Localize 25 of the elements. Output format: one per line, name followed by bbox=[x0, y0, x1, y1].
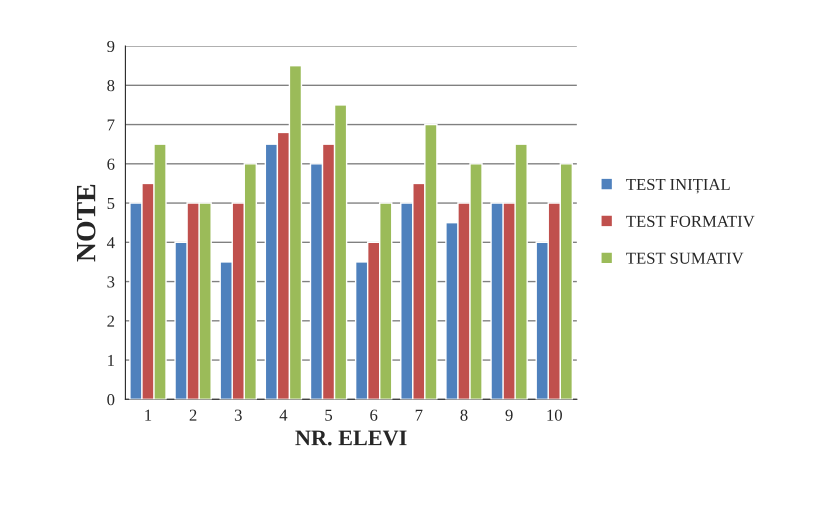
y-tick-label: 4 bbox=[106, 237, 115, 248]
y-tick-label: 3 bbox=[107, 276, 114, 288]
x-tick-label: 3 bbox=[234, 410, 242, 421]
x-tick-label: 7 bbox=[416, 410, 423, 421]
y-tick-label: 2 bbox=[107, 316, 114, 327]
legend-label: TEST FORMATIV bbox=[626, 216, 755, 228]
x-axis-title: NR. ELEVI bbox=[295, 430, 407, 446]
x-tick-label: 2 bbox=[190, 410, 196, 421]
x-tick-label: 8 bbox=[460, 410, 468, 421]
x-tick-label: 4 bbox=[280, 410, 288, 421]
x-tick-label: 10 bbox=[547, 410, 562, 421]
y-tick-label: 6 bbox=[107, 158, 114, 170]
y-tick-label: 5 bbox=[108, 198, 114, 210]
y-tick-label: 0 bbox=[107, 394, 114, 406]
y-tick-label: 1 bbox=[108, 354, 114, 366]
x-tick-label: 9 bbox=[505, 410, 513, 421]
x-tick-label: 6 bbox=[370, 410, 378, 421]
y-tick-label: 9 bbox=[107, 40, 114, 52]
y-tick-label: 8 bbox=[107, 80, 114, 92]
x-tick-label: 5 bbox=[325, 410, 332, 421]
y-tick-label: 7 bbox=[108, 119, 115, 130]
x-tick-label: 1 bbox=[145, 410, 152, 421]
y-axis-title: NOTE bbox=[76, 184, 96, 262]
legend-label: TEST SUMATIV bbox=[626, 252, 744, 264]
legend-label: TEST INIȚIAL bbox=[626, 178, 730, 194]
